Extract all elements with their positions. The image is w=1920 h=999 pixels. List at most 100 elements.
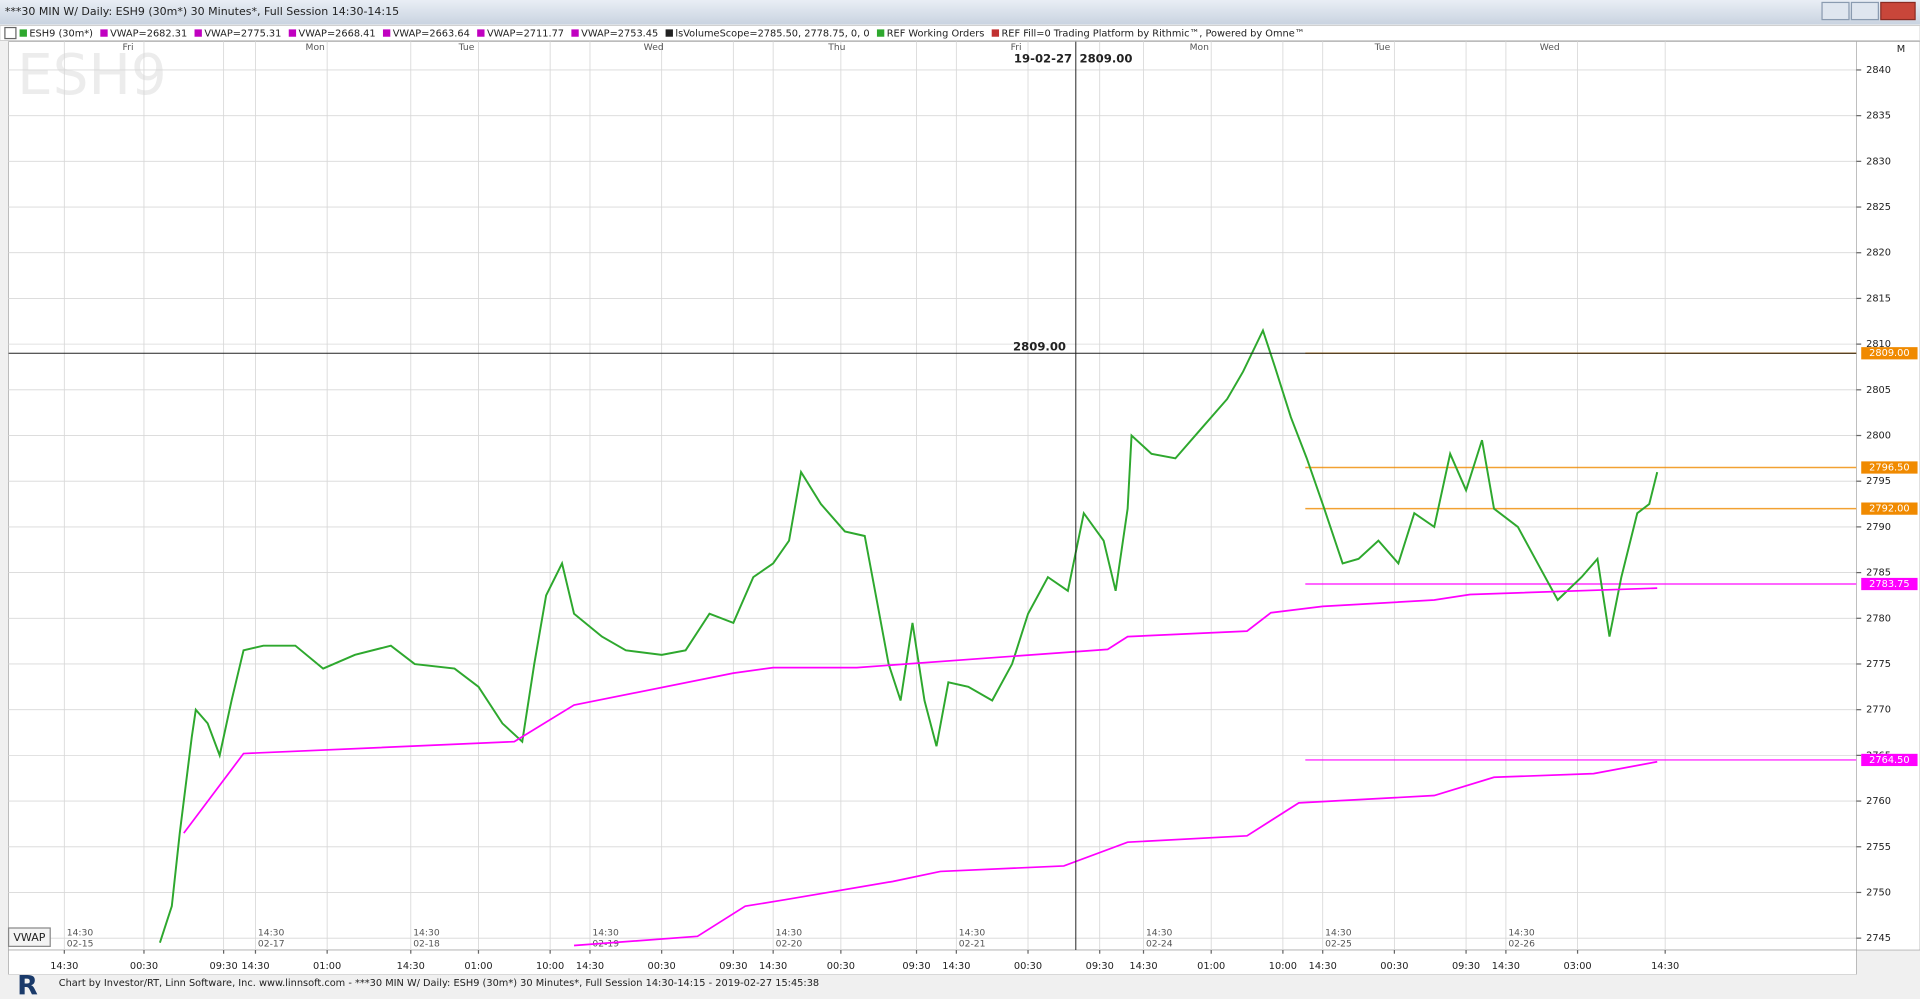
x-tick-label: 14:30 bbox=[1309, 961, 1337, 972]
legend-entry: REF Working Orders bbox=[887, 29, 985, 40]
series-line bbox=[573, 760, 1658, 947]
y-tick-label: 2785 bbox=[1866, 568, 1891, 579]
session-date: 02-17 bbox=[258, 938, 285, 949]
legend-swatch bbox=[665, 29, 673, 37]
legend-swatch bbox=[19, 29, 27, 37]
session-time: 14:30 bbox=[1508, 927, 1535, 938]
session-time: 14:30 bbox=[1325, 927, 1352, 938]
session-date: 02-20 bbox=[776, 938, 803, 949]
crosshair-date: 19-02-27 bbox=[1014, 51, 1072, 65]
day-label: Mon bbox=[1190, 42, 1210, 53]
y-tick-label: 2825 bbox=[1866, 202, 1891, 213]
plot-area bbox=[8, 41, 1857, 951]
y-tick-label: 2770 bbox=[1866, 705, 1891, 716]
watermark: ESH9 bbox=[17, 43, 167, 108]
day-label: Fri bbox=[123, 42, 134, 53]
x-tick-label: 14:30 bbox=[50, 961, 78, 972]
x-tick-label: 09:30 bbox=[902, 961, 930, 972]
x-tick-label: 14:30 bbox=[1651, 961, 1679, 972]
minimize-button[interactable] bbox=[1821, 1, 1850, 21]
legend-entry: REF Fill=0 Trading Platform by Rithmic™,… bbox=[1001, 29, 1304, 40]
day-label: Tue bbox=[1374, 42, 1391, 53]
legend-swatch bbox=[288, 29, 297, 37]
y-tick-label: 2745 bbox=[1866, 933, 1891, 944]
legend-entry: VWAP=2711.77 bbox=[487, 29, 564, 40]
session-date: 02-15 bbox=[67, 938, 94, 949]
session-time: 14:30 bbox=[592, 927, 619, 938]
series-line bbox=[183, 587, 1658, 834]
day-label: Wed bbox=[1540, 42, 1560, 53]
legend-swatch bbox=[382, 29, 391, 37]
y-tick-label: 2750 bbox=[1866, 887, 1891, 898]
session-date: 02-21 bbox=[959, 938, 986, 949]
x-tick-label: 01:00 bbox=[1197, 961, 1225, 972]
y-tick-label: 2810 bbox=[1866, 339, 1891, 350]
x-tick-label: 09:30 bbox=[1086, 961, 1114, 972]
legend-entry: VWAP=2663.64 bbox=[393, 29, 470, 40]
y-tick-label: 2755 bbox=[1866, 842, 1891, 853]
day-label: Thu bbox=[827, 42, 845, 53]
x-tick-label: 14:30 bbox=[397, 961, 425, 972]
maximize-button[interactable] bbox=[1850, 1, 1879, 21]
y-tick-label: 2835 bbox=[1866, 111, 1891, 122]
x-tick-label: 10:00 bbox=[1269, 961, 1297, 972]
legend-entry: VWAP=2775.31 bbox=[204, 29, 281, 40]
legend-entry: VWAP=2682.31 bbox=[110, 29, 187, 40]
vwap-button-label: VWAP bbox=[13, 931, 45, 944]
legend-entry: lsVolumeScope=2785.50, 2778.75, 0, 0 bbox=[675, 29, 869, 40]
x-tick-label: 01:00 bbox=[313, 961, 341, 972]
logo: R bbox=[17, 970, 38, 999]
y-tick-label: 2800 bbox=[1866, 431, 1891, 442]
session-time: 14:30 bbox=[959, 927, 986, 938]
day-label: Wed bbox=[644, 42, 664, 53]
price-marker bbox=[1861, 461, 1918, 474]
day-label: Mon bbox=[306, 42, 326, 53]
x-tick-label: 10:00 bbox=[536, 961, 564, 972]
price-marker bbox=[1861, 502, 1918, 515]
price-marker-label: 2809.00 bbox=[1869, 348, 1909, 359]
legend-swatch bbox=[876, 29, 885, 37]
legend-entry: VWAP=2753.45 bbox=[581, 29, 658, 40]
y-tick-label: 2830 bbox=[1866, 156, 1891, 167]
close-button[interactable] bbox=[1880, 1, 1916, 21]
crosshair-price: 2809.00 bbox=[1079, 51, 1132, 65]
x-tick-label: 14:30 bbox=[241, 961, 269, 972]
legend-swatch bbox=[477, 29, 485, 37]
x-tick-label: 00:30 bbox=[1380, 961, 1408, 972]
x-tick-label: 09:30 bbox=[210, 961, 238, 972]
x-tick-label: 14:30 bbox=[576, 961, 604, 972]
x-tick-label: 00:30 bbox=[130, 961, 158, 972]
price-marker-label: 2783.75 bbox=[1869, 579, 1909, 590]
price-marker bbox=[1861, 347, 1918, 360]
vwap-button[interactable] bbox=[7, 927, 51, 947]
y-tick-label: 2805 bbox=[1866, 385, 1891, 396]
x-tick-label: 03:00 bbox=[1563, 961, 1591, 972]
price-marker bbox=[1861, 577, 1918, 591]
y-tick-label: 2840 bbox=[1866, 65, 1891, 76]
y-tick-label: 2795 bbox=[1866, 476, 1891, 487]
series-line bbox=[158, 327, 1659, 943]
session-date: 02-18 bbox=[413, 938, 440, 949]
price-axis bbox=[1856, 41, 1920, 951]
legend-close[interactable] bbox=[4, 26, 17, 40]
window-title: ***30 MIN W/ Daily: ESH9 (30m*) 30 Minut… bbox=[5, 5, 399, 18]
crosshair-price-inline: 2809.00 bbox=[1013, 340, 1066, 354]
price-marker-label: 2764.50 bbox=[1869, 755, 1909, 766]
x-tick-label: 09:30 bbox=[719, 961, 747, 972]
status-bar bbox=[0, 974, 1920, 999]
title-bar bbox=[0, 0, 1920, 25]
y-tick-label: 2790 bbox=[1866, 522, 1891, 533]
y-tick-label: 2775 bbox=[1866, 659, 1891, 670]
y-tick-label: 2780 bbox=[1866, 613, 1891, 624]
price-marker-label: 2792.00 bbox=[1869, 504, 1909, 515]
x-tick-label: 09:30 bbox=[1452, 961, 1480, 972]
session-date: 02-24 bbox=[1146, 938, 1173, 949]
price-marker-label: 2796.50 bbox=[1869, 462, 1909, 473]
legend-swatch bbox=[991, 29, 1000, 37]
legend-entry: VWAP=2668.41 bbox=[299, 29, 376, 40]
x-tick-label: 00:30 bbox=[648, 961, 676, 972]
day-label: Tue bbox=[458, 42, 475, 53]
legend-swatch bbox=[571, 29, 579, 37]
session-date: 02-26 bbox=[1508, 938, 1535, 949]
